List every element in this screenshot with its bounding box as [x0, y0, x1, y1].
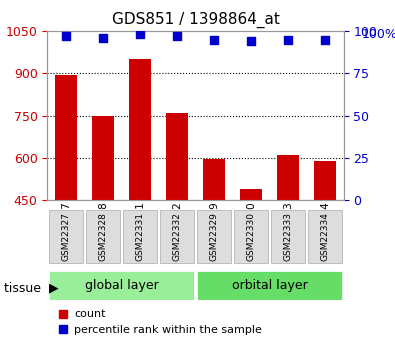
Point: [63, 33, 69, 39]
Y-axis label: 100%: 100%: [361, 28, 395, 41]
Point: [285, 37, 291, 42]
Text: global layer: global layer: [85, 279, 158, 292]
Point: [322, 37, 328, 42]
Text: orbital layer: orbital layer: [232, 279, 307, 292]
Text: GSM22331: GSM22331: [135, 212, 145, 261]
Text: GSM22334: GSM22334: [321, 212, 330, 261]
FancyBboxPatch shape: [198, 210, 231, 263]
Bar: [277, 155, 299, 200]
Legend: count, percentile rank within the sample: count, percentile rank within the sample: [53, 305, 266, 339]
Bar: [240, 189, 262, 200]
FancyBboxPatch shape: [160, 210, 194, 263]
FancyBboxPatch shape: [198, 272, 342, 299]
Text: GSM22330: GSM22330: [246, 212, 256, 261]
FancyBboxPatch shape: [234, 210, 268, 263]
Text: tissue  ▶: tissue ▶: [4, 282, 58, 295]
Title: GDS851 / 1398864_at: GDS851 / 1398864_at: [112, 12, 279, 28]
Bar: [129, 59, 151, 200]
Text: GSM22328: GSM22328: [98, 212, 107, 261]
Point: [137, 32, 143, 37]
FancyBboxPatch shape: [86, 210, 120, 263]
Text: GSM22331: GSM22331: [135, 201, 145, 258]
Point: [174, 33, 180, 39]
Bar: [314, 161, 336, 200]
FancyBboxPatch shape: [123, 210, 157, 263]
Text: GSM22330: GSM22330: [246, 201, 256, 258]
Bar: [166, 113, 188, 200]
Text: GSM22333: GSM22333: [284, 212, 293, 261]
Bar: [203, 159, 225, 200]
Text: GSM22333: GSM22333: [283, 201, 293, 258]
FancyBboxPatch shape: [308, 210, 342, 263]
Bar: [92, 116, 114, 200]
Text: GSM22328: GSM22328: [98, 201, 108, 258]
Point: [100, 35, 106, 41]
FancyBboxPatch shape: [49, 272, 194, 299]
Text: GSM22329: GSM22329: [209, 201, 219, 258]
Text: GSM22332: GSM22332: [172, 201, 182, 258]
Point: [248, 38, 254, 44]
Text: GSM22329: GSM22329: [209, 212, 218, 261]
FancyBboxPatch shape: [49, 210, 83, 263]
Text: GSM22327: GSM22327: [61, 212, 70, 261]
Bar: [55, 75, 77, 200]
FancyBboxPatch shape: [271, 210, 305, 263]
Text: GSM22327: GSM22327: [61, 201, 71, 258]
Text: GSM22334: GSM22334: [320, 201, 330, 258]
Text: GSM22332: GSM22332: [173, 212, 182, 261]
Point: [211, 37, 217, 42]
